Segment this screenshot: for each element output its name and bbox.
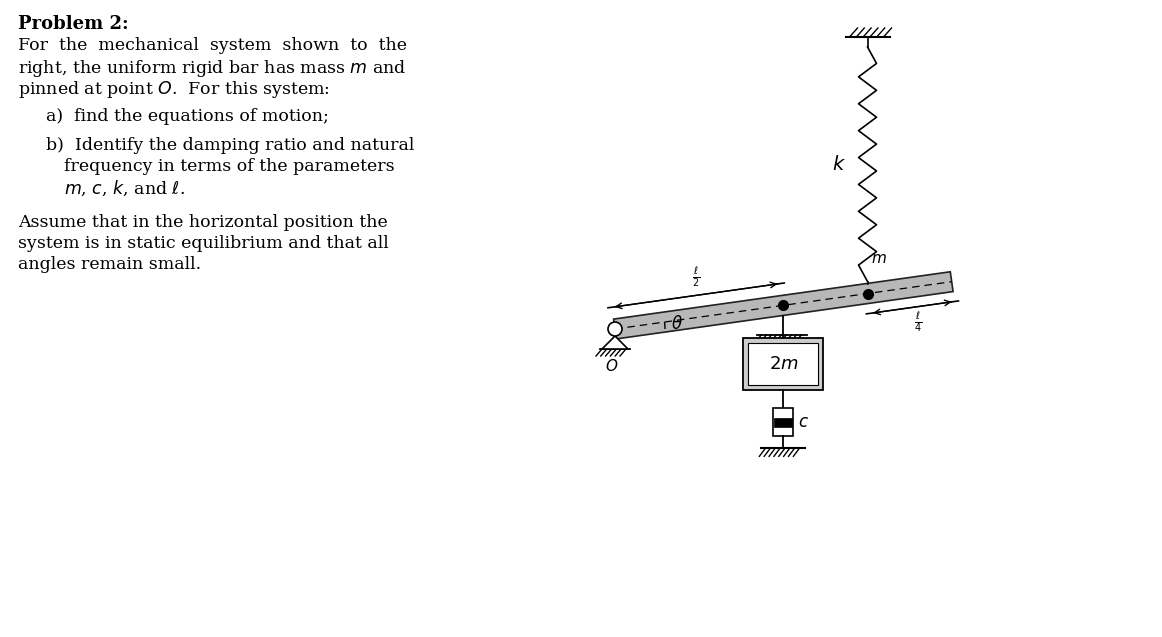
Text: $c$: $c$ xyxy=(798,414,809,431)
Text: $\theta$: $\theta$ xyxy=(670,315,683,333)
Text: $\frac{\ell}{4}$: $\frac{\ell}{4}$ xyxy=(914,311,923,334)
Text: $\frac{\ell}{2}$: $\frac{\ell}{2}$ xyxy=(691,266,700,289)
Text: angles remain small.: angles remain small. xyxy=(17,256,201,273)
Text: Problem 2:: Problem 2: xyxy=(17,15,129,33)
Text: For  the  mechanical  system  shown  to  the: For the mechanical system shown to the xyxy=(17,37,407,54)
Bar xyxy=(774,408,794,436)
Text: $O$: $O$ xyxy=(605,358,618,374)
Text: Assume that in the horizontal position the: Assume that in the horizontal position t… xyxy=(17,214,388,231)
Text: $k$: $k$ xyxy=(832,155,846,174)
Bar xyxy=(748,343,818,385)
Text: frequency in terms of the parameters: frequency in terms of the parameters xyxy=(64,158,395,175)
Text: b)  Identify the damping ratio and natural: b) Identify the damping ratio and natura… xyxy=(46,137,415,154)
Circle shape xyxy=(608,322,622,336)
Bar xyxy=(744,338,824,390)
Text: $2m$: $2m$ xyxy=(768,355,798,373)
Text: a)  find the equations of motion;: a) find the equations of motion; xyxy=(46,108,329,125)
Bar xyxy=(774,418,792,427)
Polygon shape xyxy=(614,272,953,339)
Polygon shape xyxy=(602,336,627,349)
Text: $m$, $c$, $k$, and $\ell$.: $m$, $c$, $k$, and $\ell$. xyxy=(64,179,185,198)
Text: pinned at point $O$.  For this system:: pinned at point $O$. For this system: xyxy=(17,79,330,100)
Text: $m$: $m$ xyxy=(870,252,887,266)
Text: right, the uniform rigid bar has mass $m$ and: right, the uniform rigid bar has mass $m… xyxy=(17,58,407,79)
Text: system is in static equilibrium and that all: system is in static equilibrium and that… xyxy=(17,235,389,252)
